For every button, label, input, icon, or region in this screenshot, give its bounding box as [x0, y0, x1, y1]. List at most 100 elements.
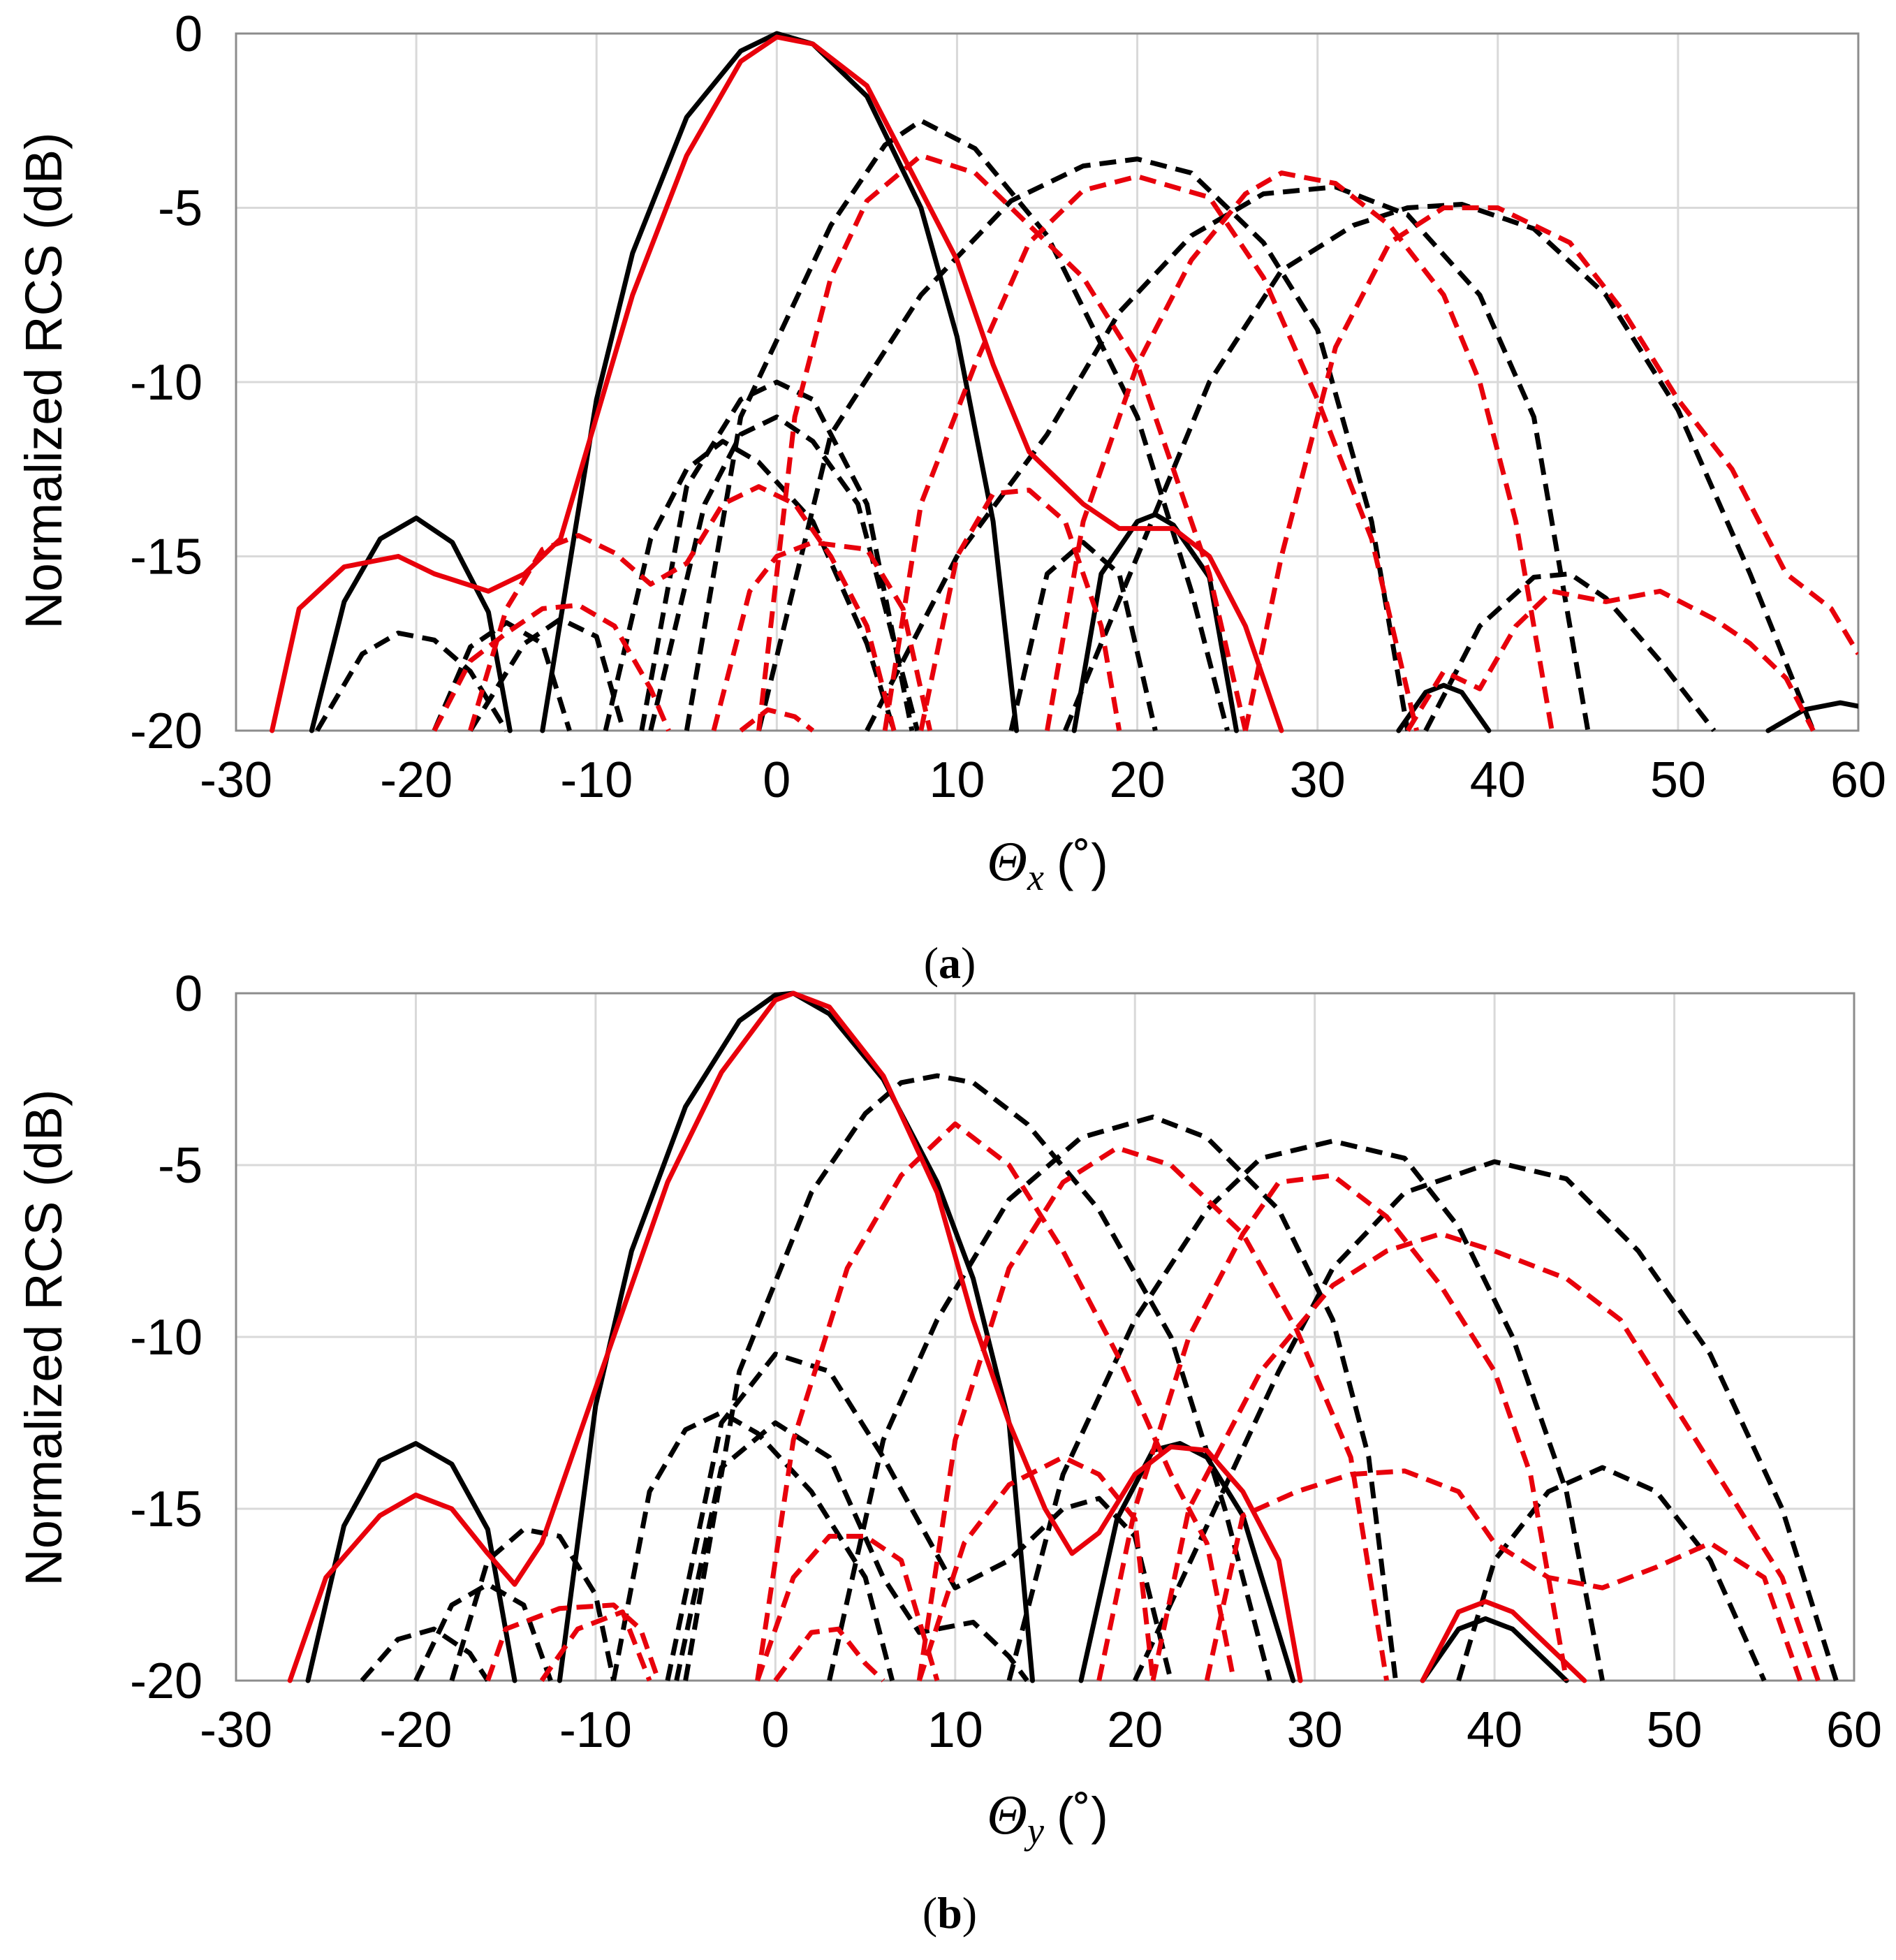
panel-a-x-axis-unit: (˚) — [1057, 833, 1108, 891]
panel-a-caption-letter: a — [939, 938, 961, 988]
panel-a-meas-dashed-curve — [468, 484, 897, 731]
panel-a-x-axis-subscript: x — [1027, 856, 1044, 898]
panel-b-y-tick-label: -15 — [130, 1482, 203, 1537]
panel-b-sidelobe-dashed-curve — [665, 1352, 1174, 1681]
panel-a-meas-main-curve — [270, 34, 1284, 733]
panel-b-x-tick-label: 60 — [1826, 1702, 1882, 1758]
panel-b-scan-dashed-curve — [827, 1114, 1398, 1681]
panel-a-y-tick-label: -20 — [130, 703, 203, 759]
panel-b-y-tick-label: -20 — [130, 1653, 203, 1709]
panel-a-y-tick-label: -15 — [130, 529, 203, 585]
panel-a-x-axis-symbol: Θ — [987, 831, 1027, 893]
panel-b-x-tick-label: -30 — [200, 1702, 272, 1758]
panel-b-x-axis-subscript: y — [1024, 1810, 1044, 1852]
panel-a-scan-dashed-curve — [1063, 202, 1816, 732]
panel-b-x-tick-label: 10 — [927, 1702, 983, 1758]
panel-b-sidelobe-dashed-curve — [611, 1410, 895, 1681]
panel-b-meas-dashed-curve — [755, 1533, 940, 1682]
panel-a-x-tick-label: 10 — [929, 752, 985, 808]
panel-a-meas-dashed-curve — [711, 540, 933, 731]
panel-b-x-tick-label: 40 — [1467, 1702, 1522, 1758]
panel-b-meas-dashed-curve — [755, 1121, 1237, 1681]
panel-a-x-tick-label: 20 — [1110, 752, 1166, 808]
panel-b-series — [287, 990, 1839, 1683]
panel-a-meas-dashed-curve — [432, 602, 671, 732]
panel-b-meas-dashed-curve — [916, 1454, 1156, 1682]
panel-a-meas-dashed-curve — [918, 488, 1122, 731]
panel-b-x-tick-label: -10 — [559, 1702, 632, 1758]
panel-a-meas-dashed-curve — [756, 153, 1248, 731]
panel-a: 0-5-10-15-20 -30 -20 -10 0 10 20 30 40 50 60 Norm… — [15, 6, 1886, 988]
panel-a-sim-main-curve — [1765, 700, 1858, 733]
panel-a-sim-main-curve — [1396, 682, 1492, 733]
panel-a-scan-dashed-curve — [684, 118, 1230, 731]
panel-a-sidelobe-dashed-curve — [603, 439, 897, 732]
panel-a-y-tick-label: -10 — [130, 355, 203, 411]
panel-b-x-tick-label: 20 — [1107, 1702, 1163, 1758]
panel-b-sim-main-curve — [305, 1441, 517, 1683]
panel-a-x-tick-label: -20 — [380, 752, 453, 808]
panel-b-meas-dashed-curve — [1150, 1231, 1821, 1682]
panel-a-x-ticks: -30 -20 -10 0 10 20 30 40 50 60 — [200, 752, 1886, 808]
panel-b-meas-main-curve — [1420, 1599, 1587, 1683]
panel-b-y-axis-label: Normalized RCS (dB) — [15, 1089, 73, 1586]
panel-b-meas-dashed-curve — [773, 1626, 885, 1683]
panel-b-meas-dashed-curve — [485, 1602, 661, 1682]
panel-a-sidelobe-dashed-curve — [468, 616, 626, 732]
panel-b-meas-main-curve — [287, 990, 1303, 1683]
panel-b-scan-dashed-curve — [1006, 1139, 1605, 1681]
panel-b-meas-dashed-curve — [1096, 1173, 1569, 1681]
panel-b-plot-frame — [235, 992, 1855, 1682]
panel-b-x-ticks: -30 -20 -10 0 10 20 30 40 50 60 — [200, 1702, 1882, 1758]
panel-a-y-axis-label: Normalized RCS (dB) — [15, 132, 73, 629]
panel-a-x-axis-label: Θx (˚) — [987, 831, 1108, 898]
panel-a-series — [270, 31, 1858, 733]
panel-a-meas-dashed-curve — [1045, 170, 1555, 731]
panel-b-scan-dashed-curve — [683, 1073, 1272, 1681]
panel-a-sidelobe-dashed-curve — [432, 620, 572, 732]
panel-b-x-axis-symbol: Θ — [987, 1785, 1027, 1846]
panel-a-x-tick-label: 50 — [1650, 752, 1706, 808]
panel-a-sidelobe-dashed-curve — [639, 379, 915, 731]
panel-b-caption: (b) — [923, 1888, 977, 1938]
panel-b-y-tick-label: -10 — [130, 1310, 203, 1366]
panel-a-meas-dashed-curve — [882, 174, 1420, 731]
panel-a-x-tick-label: -30 — [200, 752, 272, 808]
panel-a-y-tick-label: -5 — [158, 181, 203, 237]
panel-a-meas-dashed-curve — [1405, 588, 1816, 732]
panel-b-y-tick-label: 0 — [175, 966, 203, 1022]
panel-a-x-tick-label: -10 — [560, 752, 633, 808]
panel-b-x-tick-label: 0 — [761, 1702, 789, 1758]
panel-a-scan-dashed-curve — [865, 184, 1591, 732]
panel-a-sidelobe-dashed-curve — [648, 414, 920, 731]
panel-b-x-tick-label: 50 — [1647, 1702, 1703, 1758]
panel-b-scan-dashed-curve — [1133, 1159, 1839, 1682]
panel-a-sidelobe-dashed-curve — [1008, 540, 1158, 731]
panel-b-x-tick-label: 30 — [1287, 1702, 1343, 1758]
panel-b-sidelobe-dashed-curve — [360, 1626, 490, 1683]
panel-b-sidelobe-dashed-curve — [674, 1420, 1029, 1683]
panel-a-meas-dashed-curve — [1242, 205, 1858, 731]
panel-b-y-tick-label: -5 — [158, 1138, 203, 1194]
panel-a-sidelobe-dashed-curve — [1423, 571, 1717, 733]
panel-a-x-tick-label: 40 — [1470, 752, 1526, 808]
panel-b: 0-5-10-15-20 -30 -20 -10 0 10 20 30 40 50 60 Norm… — [15, 966, 1882, 1938]
panel-b-y-ticks: 0 -5 -10 -15 -20 — [130, 966, 203, 1709]
panel-a-x-tick-label: 60 — [1830, 752, 1886, 808]
panel-b-sim-main-curve — [1420, 1616, 1569, 1683]
panel-a-x-tick-label: 0 — [763, 752, 791, 808]
panel-b-x-axis-label: Θy (˚) — [987, 1785, 1108, 1852]
panel-b-sidelobe-dashed-curve — [1456, 1465, 1767, 1682]
panel-a-y-ticks: 0 -5 -10 -15 -20 — [130, 6, 203, 759]
panel-a-caption: (a) — [924, 938, 976, 988]
panel-a-sim-main-curve — [309, 515, 513, 733]
panel-a-y-tick-label: 0 — [175, 6, 203, 62]
panel-b-caption-letter: b — [937, 1888, 962, 1938]
panel-a-x-tick-label: 30 — [1290, 752, 1346, 808]
panel-b-x-tick-label: -20 — [379, 1702, 452, 1758]
panel-a-scan-dashed-curve — [756, 156, 1411, 731]
panel-b-meas-dashed-curve — [539, 1609, 652, 1683]
panel-b-sidelobe-dashed-curve — [449, 1527, 617, 1682]
